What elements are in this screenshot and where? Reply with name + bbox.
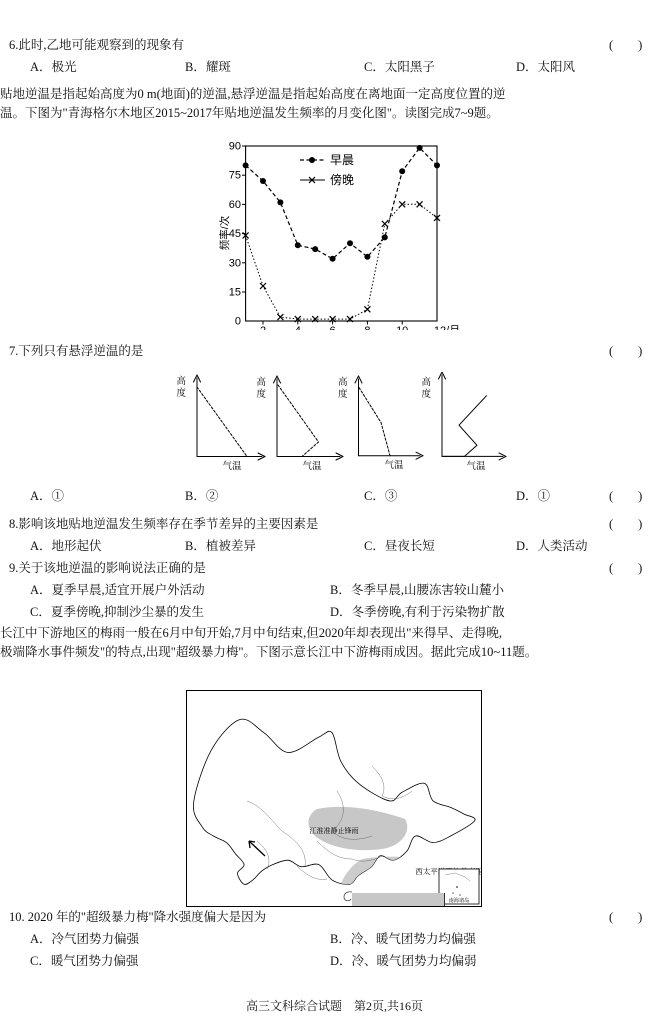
svg-text:75: 75 — [229, 170, 241, 182]
svg-text:气温: 气温 — [466, 460, 486, 472]
svg-text:15: 15 — [229, 287, 241, 299]
svg-text:30: 30 — [229, 257, 241, 269]
svg-text:高: 高 — [256, 376, 266, 388]
svg-text:6: 6 — [330, 325, 336, 330]
svg-text:高: 高 — [338, 376, 348, 388]
svg-text:气温: 气温 — [222, 460, 242, 472]
svg-text:傍晚: 傍晚 — [330, 172, 354, 187]
svg-text:90: 90 — [229, 141, 241, 153]
svg-text:度: 度 — [256, 388, 266, 400]
svg-text:气温: 气温 — [302, 460, 322, 472]
svg-text:度: 度 — [421, 388, 431, 400]
svg-text:12/月: 12/月 — [434, 325, 460, 330]
svg-text:度: 度 — [176, 387, 186, 399]
svg-text:60: 60 — [229, 199, 241, 211]
svg-text:度: 度 — [338, 388, 348, 400]
svg-text:8: 8 — [364, 325, 370, 330]
svg-text:早晨: 早晨 — [330, 153, 354, 167]
svg-text:2: 2 — [260, 325, 266, 330]
svg-text:气温: 气温 — [384, 459, 404, 471]
svg-text:高: 高 — [176, 375, 186, 387]
svg-text:0: 0 — [235, 316, 241, 328]
svg-text:江淮准静止锋雨: 江淮准静止锋雨 — [310, 826, 359, 835]
svg-text:4: 4 — [295, 325, 301, 330]
svg-text:10: 10 — [396, 325, 408, 330]
svg-text:南海诸岛: 南海诸岛 — [449, 896, 470, 904]
svg-text:高: 高 — [421, 376, 431, 388]
svg-text:频率/次: 频率/次 — [218, 215, 231, 250]
